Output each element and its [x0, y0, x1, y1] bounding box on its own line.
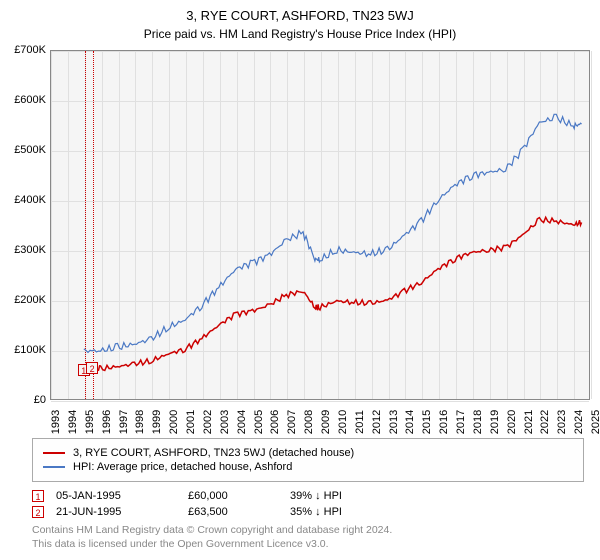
event-delta: 35% ↓ HPI: [290, 506, 370, 518]
chart-area: £0£100K£200K£300K£400K£500K£600K£700K199…: [50, 50, 590, 400]
x-axis-label: 2016: [438, 410, 450, 434]
x-axis-label: 2025: [590, 410, 600, 434]
x-axis-label: 2011: [354, 410, 366, 434]
sale-marker: 2: [86, 362, 98, 374]
x-axis-label: 2022: [539, 410, 551, 434]
x-axis-label: 1998: [134, 410, 146, 434]
y-axis-label: £700K: [2, 44, 46, 56]
x-axis-label: 2014: [404, 410, 416, 434]
legend-swatch: [43, 466, 65, 468]
x-axis-label: 2012: [371, 410, 383, 434]
x-axis-label: 1996: [101, 410, 113, 434]
y-axis-label: £200K: [2, 294, 46, 306]
series-hpi: [84, 114, 582, 352]
x-axis-label: 1994: [67, 410, 79, 434]
x-axis-label: 2008: [303, 410, 315, 434]
legend-swatch: [43, 452, 65, 454]
gridline-v: [591, 51, 592, 399]
series-property: [84, 217, 582, 370]
chart-title: 3, RYE COURT, ASHFORD, TN23 5WJ: [0, 0, 600, 23]
line-series-svg: [50, 50, 590, 400]
x-axis-label: 2001: [185, 410, 197, 434]
x-axis-label: 2015: [421, 410, 433, 434]
legend-label: 3, RYE COURT, ASHFORD, TN23 5WJ (detache…: [73, 447, 354, 459]
event-marker: 2: [32, 506, 44, 518]
y-axis-label: £300K: [2, 244, 46, 256]
chart-subtitle: Price paid vs. HM Land Registry's House …: [0, 23, 600, 47]
x-axis-label: 2000: [168, 410, 180, 434]
legend-label: HPI: Average price, detached house, Ashf…: [73, 461, 292, 473]
event-date: 05-JAN-1995: [56, 490, 176, 502]
x-axis-label: 2009: [320, 410, 332, 434]
legend-box: 3, RYE COURT, ASHFORD, TN23 5WJ (detache…: [32, 438, 584, 482]
x-axis-label: 2006: [269, 410, 281, 434]
x-axis-label: 1997: [118, 410, 130, 434]
event-row: 2 21-JUN-1995 £63,500 35% ↓ HPI: [32, 506, 584, 518]
legend-item: 3, RYE COURT, ASHFORD, TN23 5WJ (detache…: [43, 447, 573, 459]
event-marker: 1: [32, 490, 44, 502]
x-axis-label: 1993: [50, 410, 62, 434]
y-axis-label: £400K: [2, 194, 46, 206]
credit-line-1: Contains HM Land Registry data © Crown c…: [32, 524, 584, 538]
event-price: £63,500: [188, 506, 278, 518]
event-delta: 39% ↓ HPI: [290, 490, 370, 502]
x-axis-label: 2004: [236, 410, 248, 434]
x-axis-label: 2019: [489, 410, 501, 434]
x-axis-label: 1999: [151, 410, 163, 434]
x-axis-label: 2018: [472, 410, 484, 434]
events-list: 1 05-JAN-1995 £60,000 39% ↓ HPI 2 21-JUN-1995…: [32, 490, 584, 518]
x-axis-label: 2024: [573, 410, 585, 434]
x-axis-label: 2020: [506, 410, 518, 434]
credit-line-2: This data is licensed under the Open Gov…: [32, 538, 584, 552]
event-date: 21-JUN-1995: [56, 506, 176, 518]
data-credit: Contains HM Land Registry data © Crown c…: [32, 524, 584, 551]
x-axis-label: 2013: [388, 410, 400, 434]
y-axis-label: £500K: [2, 144, 46, 156]
x-axis-label: 1995: [84, 410, 96, 434]
x-axis-label: 2017: [455, 410, 467, 434]
x-axis-label: 2021: [523, 410, 535, 434]
x-axis-label: 2010: [337, 410, 349, 434]
event-row: 1 05-JAN-1995 £60,000 39% ↓ HPI: [32, 490, 584, 502]
y-axis-label: £100K: [2, 344, 46, 356]
x-axis-label: 2007: [286, 410, 298, 434]
x-axis-label: 2005: [253, 410, 265, 434]
x-axis-label: 2002: [202, 410, 214, 434]
gridline-h: [51, 401, 589, 402]
x-axis-label: 2003: [219, 410, 231, 434]
y-axis-label: £0: [2, 394, 46, 406]
y-axis-label: £600K: [2, 94, 46, 106]
x-axis-label: 2023: [556, 410, 568, 434]
event-price: £60,000: [188, 490, 278, 502]
legend-item: HPI: Average price, detached house, Ashf…: [43, 461, 573, 473]
